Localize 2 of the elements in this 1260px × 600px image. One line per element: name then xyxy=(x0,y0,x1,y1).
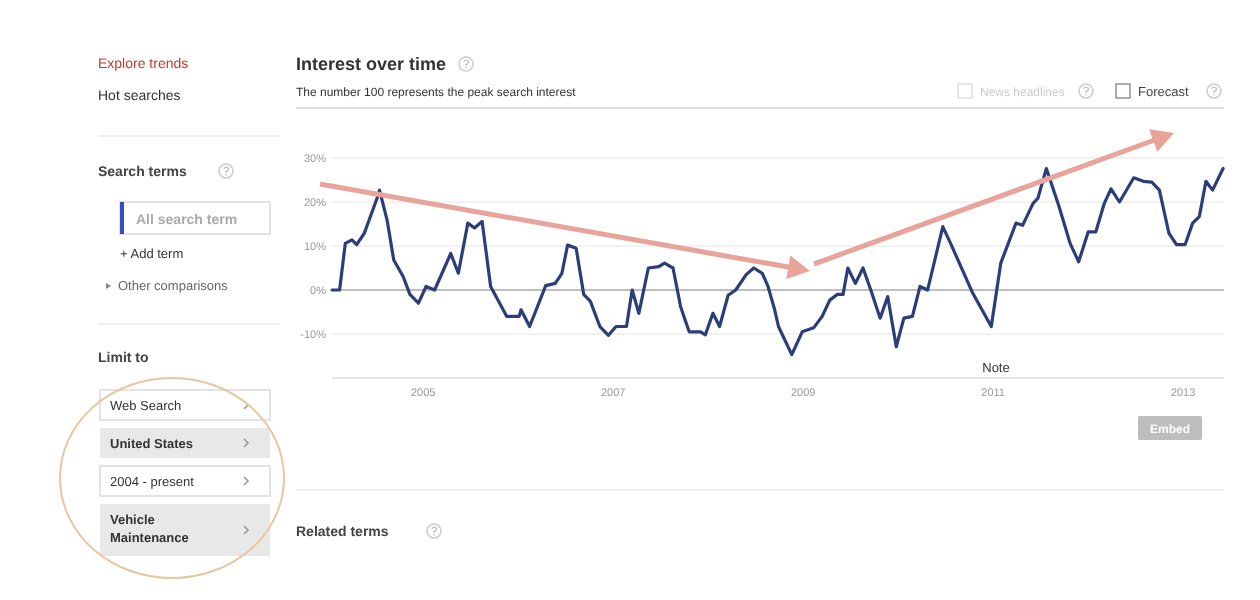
chart-title: Interest over time xyxy=(296,54,447,74)
line-series xyxy=(330,166,1225,357)
